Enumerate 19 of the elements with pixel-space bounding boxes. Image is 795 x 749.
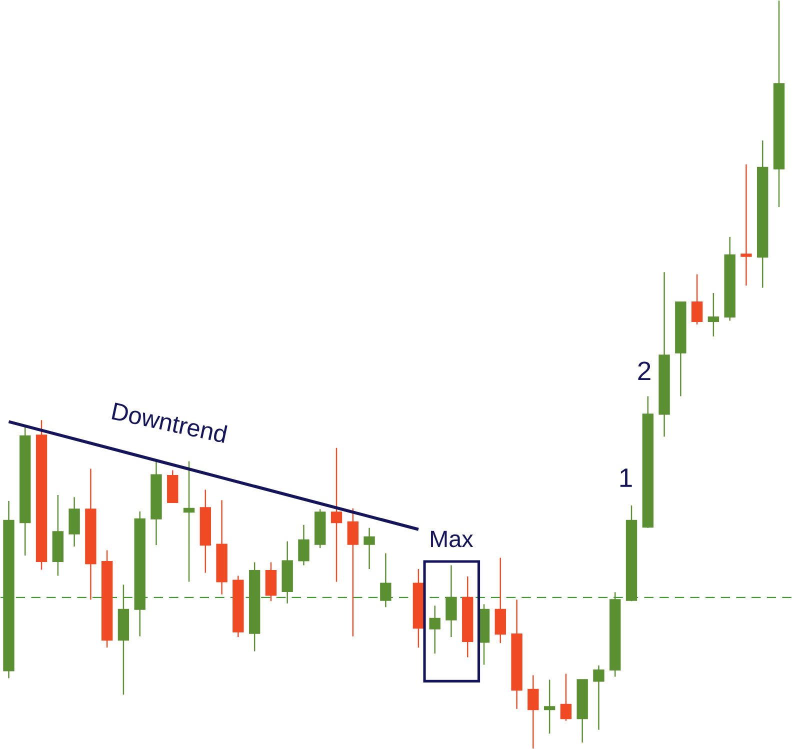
candlestick — [429, 604, 440, 654]
annotation: 2 — [638, 362, 650, 380]
candlestick — [446, 564, 457, 638]
candlestick — [364, 527, 375, 570]
candlestick — [380, 552, 392, 608]
candlestick — [544, 679, 556, 734]
candlestick — [593, 664, 604, 730]
annotation: Downtrend — [112, 402, 228, 443]
annotation: Max — [431, 530, 474, 548]
candlestick — [740, 164, 752, 286]
candlestick — [298, 524, 310, 566]
annotation: 1 — [620, 468, 632, 487]
candlestick — [708, 292, 720, 337]
candlestick — [560, 673, 572, 722]
candlestick — [330, 447, 342, 582]
candlestick — [691, 274, 703, 326]
candlestick — [183, 460, 195, 582]
candlestick — [528, 674, 539, 749]
candlestick — [347, 508, 358, 637]
